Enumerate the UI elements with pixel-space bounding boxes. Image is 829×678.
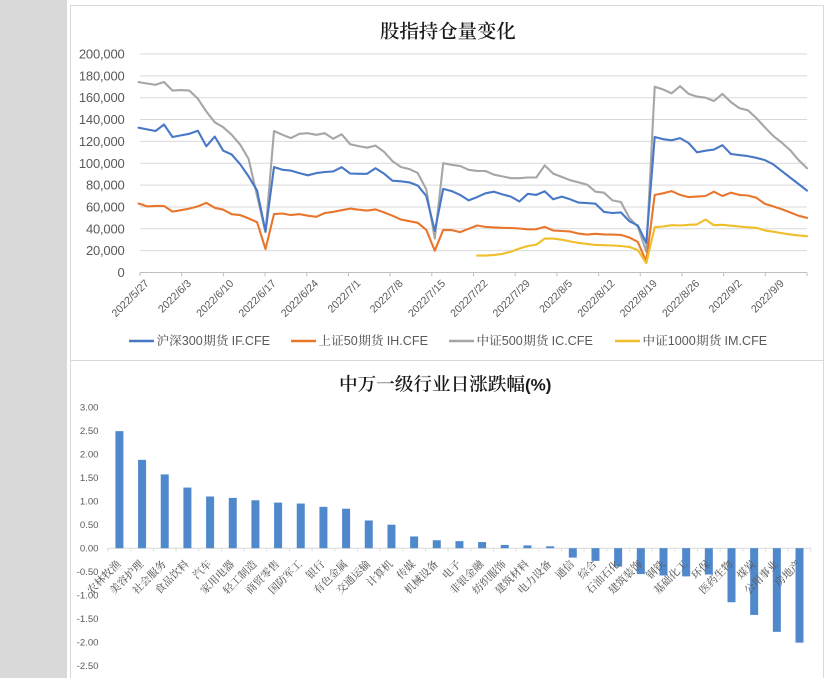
- svg-text:1.50: 1.50: [80, 473, 99, 484]
- svg-text:(%): (%): [525, 376, 551, 395]
- svg-text:500: 500: [502, 334, 523, 348]
- svg-text:100,000: 100,000: [79, 156, 125, 171]
- svg-text:2.50: 2.50: [80, 426, 99, 437]
- svg-text:200,000: 200,000: [79, 47, 125, 62]
- svg-text:1.00: 1.00: [80, 497, 99, 508]
- svg-text:2.00: 2.00: [80, 450, 99, 461]
- svg-text:-1.50: -1.50: [77, 614, 99, 625]
- svg-text:20,000: 20,000: [86, 243, 125, 258]
- svg-text:-2.00: -2.00: [77, 638, 99, 649]
- svg-text:40,000: 40,000: [86, 221, 125, 236]
- svg-text:180,000: 180,000: [79, 68, 125, 83]
- svg-text:IC.CFE: IC.CFE: [552, 334, 593, 348]
- svg-text:0: 0: [117, 265, 124, 280]
- svg-text:60,000: 60,000: [86, 199, 125, 214]
- svg-text:300: 300: [182, 334, 203, 348]
- svg-text:0.50: 0.50: [80, 520, 99, 531]
- svg-text:80,000: 80,000: [86, 178, 125, 193]
- svg-text:3.00: 3.00: [80, 403, 99, 414]
- svg-text:-0.50: -0.50: [77, 567, 99, 578]
- svg-text:1000: 1000: [668, 334, 696, 348]
- svg-text:IH.CFE: IH.CFE: [387, 334, 428, 348]
- svg-text:-2.50: -2.50: [77, 661, 99, 672]
- svg-text:50: 50: [344, 334, 358, 348]
- svg-text:160,000: 160,000: [79, 90, 125, 105]
- svg-text:IM.CFE: IM.CFE: [725, 334, 768, 348]
- svg-text:0.00: 0.00: [80, 544, 99, 555]
- svg-text:IF.CFE: IF.CFE: [232, 334, 270, 348]
- svg-text:120,000: 120,000: [79, 134, 125, 149]
- svg-text:-1.00: -1.00: [77, 591, 99, 602]
- svg-text:140,000: 140,000: [79, 112, 125, 127]
